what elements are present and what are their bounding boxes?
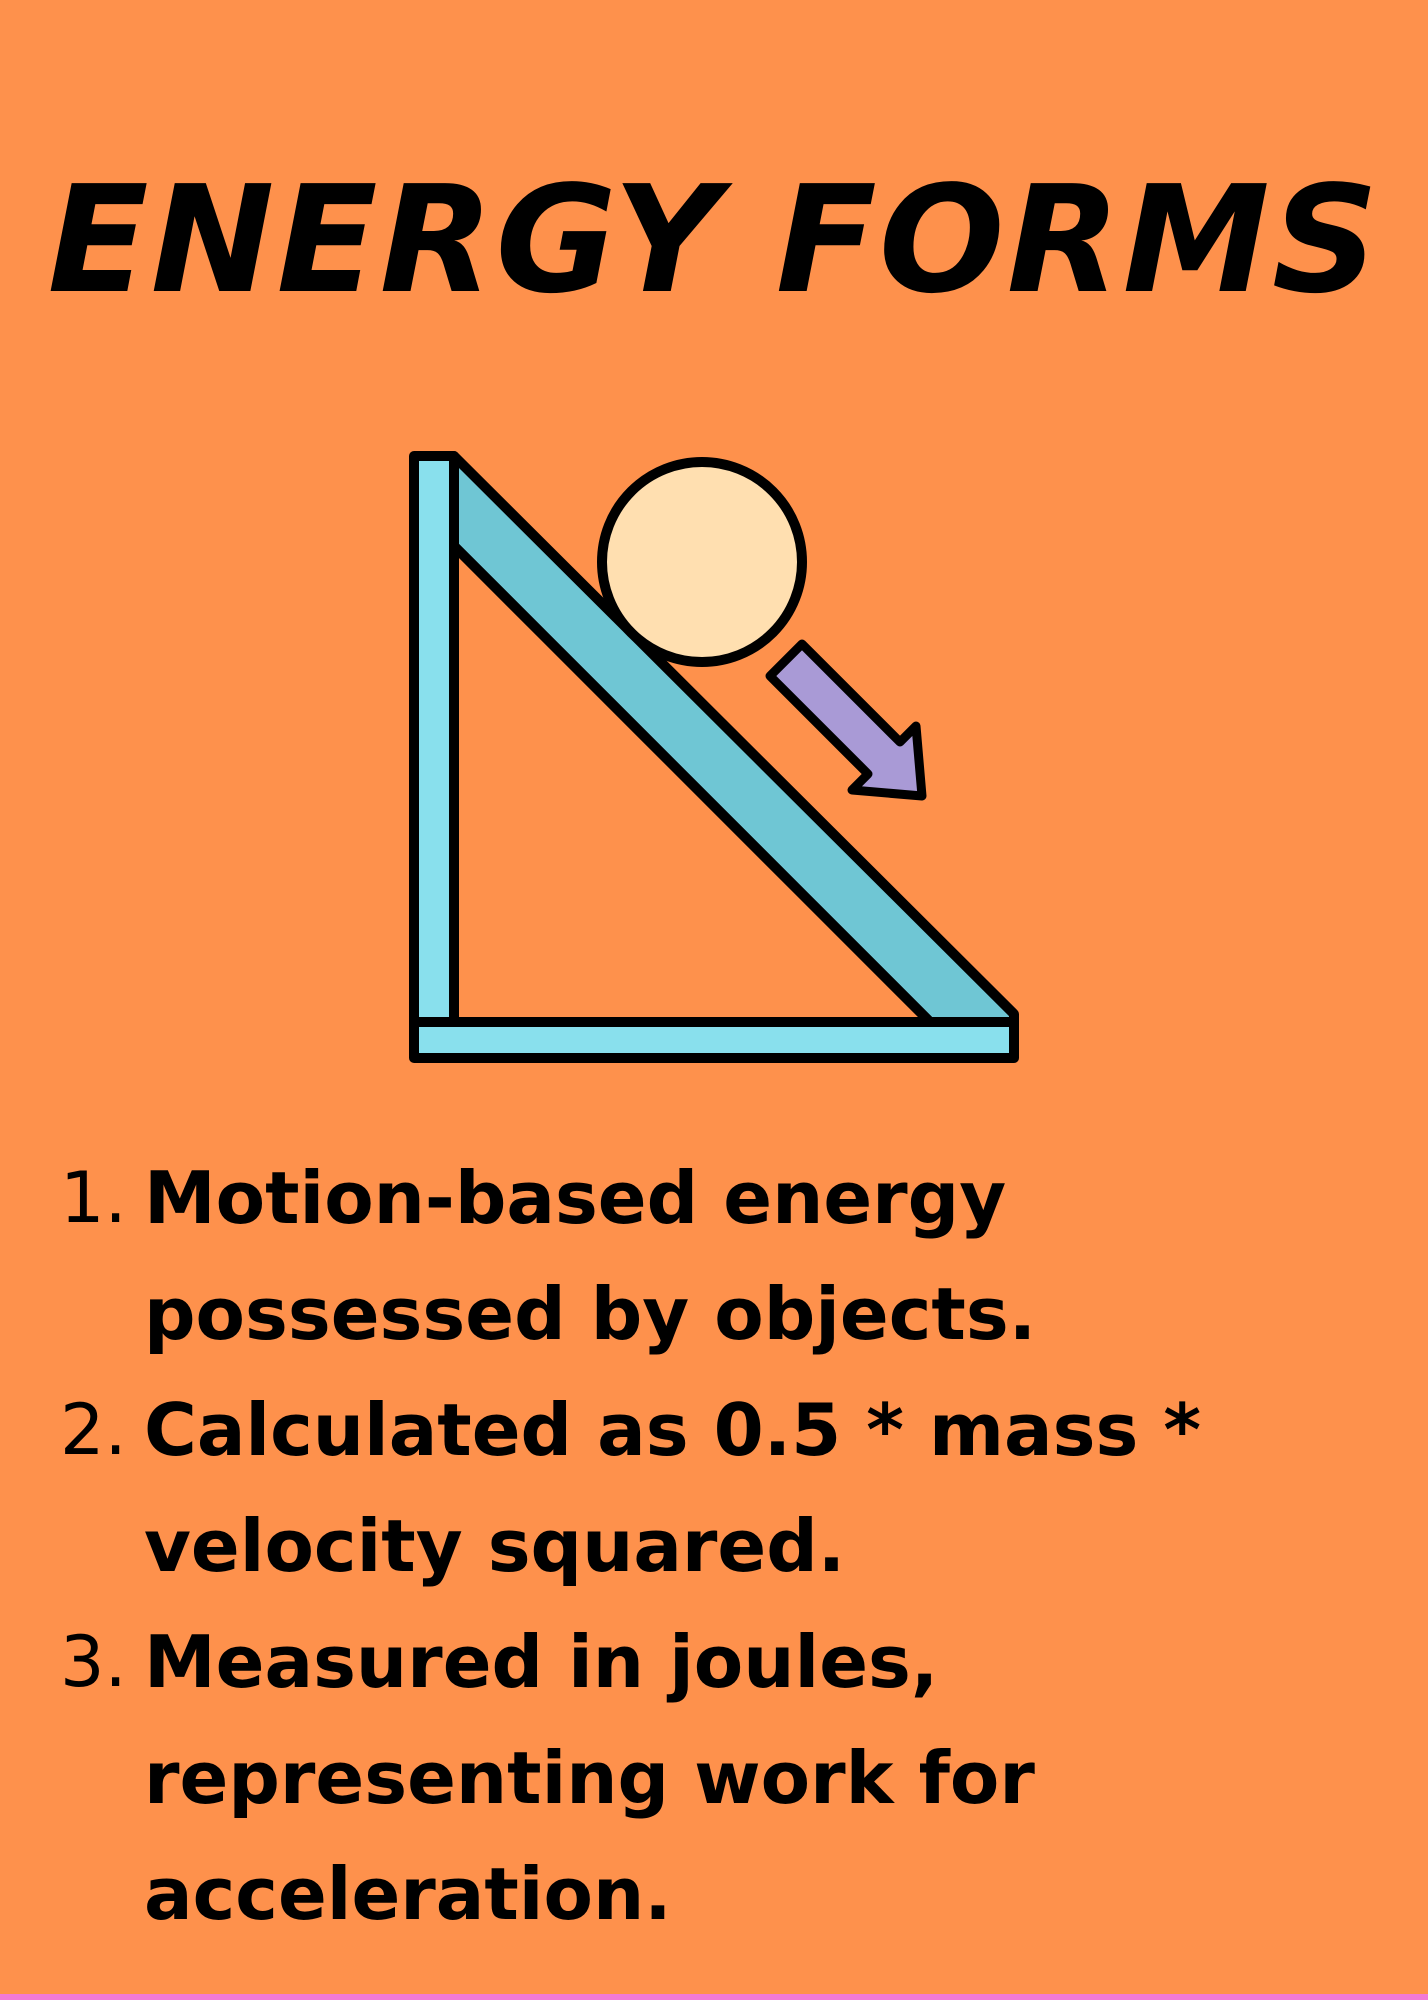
- inclined-plane-illustration: [409, 451, 1019, 1063]
- list-item-text: Motion-based energy possessed by objects…: [144, 1156, 1037, 1356]
- facts-list: 1. Motion-based energy possessed by obje…: [60, 1140, 1390, 1952]
- ball-icon: [597, 457, 807, 667]
- list-item-number: 1.: [60, 1157, 127, 1239]
- list-item-text: Calculated as 0.5 * mass * velocity squa…: [144, 1388, 1202, 1588]
- list-item-number: 2.: [60, 1389, 127, 1471]
- list-item-text: Measured in joules, representing work fo…: [144, 1620, 1035, 1936]
- list-item: 2. Calculated as 0.5 * mass * velocity s…: [60, 1372, 1390, 1604]
- down-arrow-icon: [765, 639, 927, 801]
- list-item: 1. Motion-based energy possessed by obje…: [60, 1140, 1390, 1372]
- list-item-number: 3.: [60, 1621, 127, 1703]
- page-title: ENERGY FORMS: [47, 154, 1381, 326]
- ramp-icon: [409, 451, 1019, 1063]
- list-item: 3. Measured in joules, representing work…: [60, 1604, 1390, 1952]
- bottom-strip: [0, 1994, 1428, 2000]
